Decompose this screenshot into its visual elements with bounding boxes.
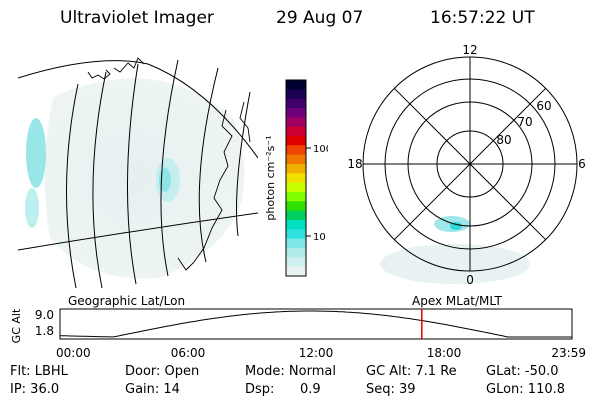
mlt-label-0: 0 — [466, 273, 474, 287]
geographic-longitude: GLon: 110.8 — [486, 382, 566, 397]
colorbar-band — [286, 164, 306, 174]
mlt-label-6: 6 — [578, 157, 586, 171]
orbit-plot-xtick: 00:00 — [56, 346, 91, 360]
orbit-altitude-curve — [59, 310, 572, 338]
apex-panel-label: Apex MLat/MLT — [412, 294, 502, 308]
geographic-panel-label: Geographic Lat/Lon — [68, 294, 186, 308]
colorbar-band — [286, 108, 306, 118]
colorbar: 100 10 photon cm⁻²s⁻¹ — [264, 79, 328, 277]
orbit-plot-ytick: 9.0 — [35, 308, 54, 322]
aurora-emission — [26, 118, 46, 188]
mlt-label-18: 18 — [347, 157, 362, 171]
lat-lon-grid — [18, 59, 258, 288]
observation-date: 29 Aug 07 — [276, 8, 364, 28]
mlat-label-80: 80 — [496, 133, 511, 147]
orbit-plot-ylabel: GC Alt — [10, 308, 23, 343]
orbit-plot-xtick: 18:00 — [427, 346, 462, 360]
door-status: Door: Open — [125, 364, 200, 379]
colorbar-band — [286, 154, 306, 165]
orbit-plot-xtick: 23:59 — [551, 346, 586, 360]
earth-disk-haze — [44, 78, 245, 279]
colorbar-band — [286, 182, 306, 193]
colorbar-band — [286, 117, 306, 128]
geographic-latitude: GLat: -50.0 — [486, 364, 559, 379]
aurora-emission — [156, 158, 180, 202]
mlat-label-70: 70 — [517, 115, 532, 129]
dsp-value: 0.9 — [300, 382, 321, 397]
mlt-label-12: 12 — [462, 44, 477, 57]
colorbar-tick-label: 100 — [313, 144, 328, 155]
colorbar-band — [286, 229, 306, 240]
colorbar-band — [286, 238, 306, 249]
aurora-emission — [25, 188, 39, 228]
sequence-number: Seq: 39 — [366, 382, 416, 397]
colorbar-band — [286, 192, 306, 202]
colorbar-band — [286, 89, 306, 100]
orbit-plot-xtick: 12:00 — [299, 346, 334, 360]
orbit-plot-ytick: 1.8 — [35, 324, 54, 338]
dsp-label: Dsp: — [245, 382, 275, 397]
instrument-title: Ultraviolet Imager — [60, 8, 214, 28]
coastline — [87, 57, 251, 271]
orbit-plot-xtick: 06:00 — [171, 346, 206, 360]
polar-mlat-mlt-panel: 12 18 6 0 60 70 80 — [347, 44, 586, 287]
gain-value: Gain: 14 — [125, 382, 180, 397]
colorbar-band — [286, 145, 306, 156]
auroral-oval-haze — [380, 244, 530, 284]
orbit-altitude-plot: GC Alt 9.0 1.8 00:00 06:00 12:00 18:00 23:59 — [10, 308, 586, 360]
colorbar-band — [286, 173, 306, 184]
colorbar-band — [286, 266, 306, 277]
colorbar-band — [286, 98, 306, 109]
colorbar-band — [286, 201, 306, 212]
colorbar-band — [286, 126, 306, 137]
colorbar-band — [286, 257, 306, 268]
filter-status: Flt: LBHL — [10, 364, 68, 379]
colorbar-band — [286, 210, 306, 221]
colorbar-band — [286, 248, 306, 258]
mlat-label-60: 60 — [536, 99, 551, 113]
observation-time: 16:57:22 UT — [430, 8, 535, 28]
colorbar-band — [286, 220, 306, 230]
orbit-plot-frame — [59, 308, 573, 340]
ip-value: IP: 36.0 — [10, 382, 60, 397]
gc-altitude: GC Alt: 7.1 Re — [366, 364, 457, 379]
polar-grid — [362, 56, 578, 272]
colorbar-band — [286, 80, 306, 90]
geographic-image-panel — [18, 57, 258, 288]
colorbar-unit-label: photon cm⁻²s⁻¹ — [264, 135, 277, 220]
colorbar-tick-label: 10 — [313, 232, 326, 243]
mode-status: Mode: Normal — [245, 364, 336, 379]
colorbar-band — [286, 136, 306, 146]
